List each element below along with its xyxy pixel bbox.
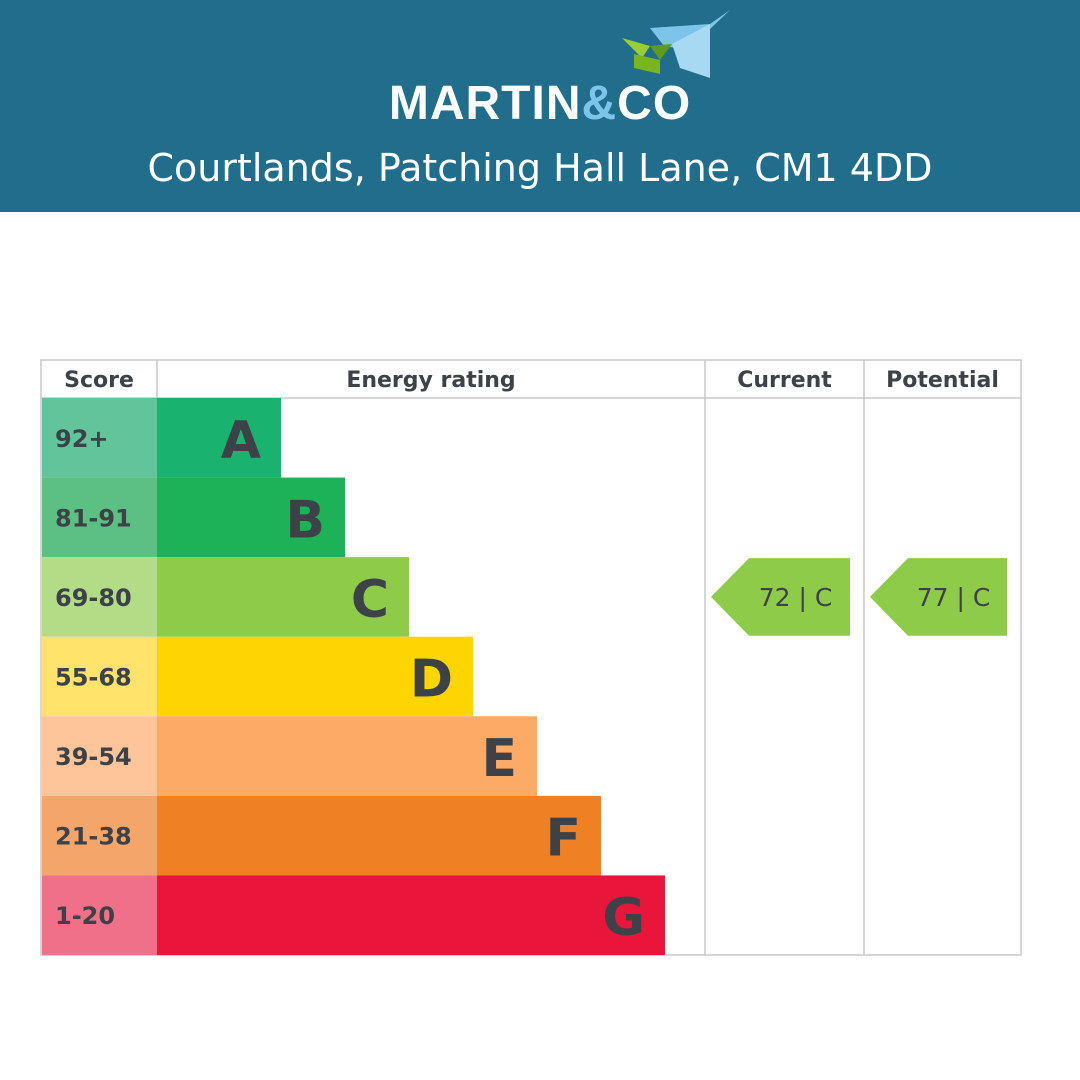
score-label-c: 69-80 (55, 584, 132, 612)
current-rating-arrow (711, 558, 850, 636)
column-header-potential: Potential (886, 368, 999, 393)
rating-letter-b: B (285, 490, 325, 550)
current-rating-label: 72 | C (759, 583, 833, 612)
column-header-score: Score (64, 368, 134, 393)
score-label-a: 92+ (55, 425, 109, 453)
rating-bar-a (157, 398, 281, 478)
rating-bar-e (157, 716, 537, 796)
column-header-current: Current (737, 368, 832, 393)
score-cell-a (42, 398, 157, 478)
rating-letter-g: G (602, 888, 645, 948)
score-label-g: 1-20 (55, 902, 115, 930)
potential-rating-arrow (870, 558, 1007, 636)
house-roof-logo-icon (622, 10, 730, 78)
rating-letter-d: D (410, 650, 453, 710)
score-cell-f (42, 795, 157, 876)
header-banner: MARTIN&CO Courtlands, Patching Hall Lane… (0, 0, 1080, 212)
rating-letter-f: F (545, 809, 581, 869)
logo-text-part2: CO (617, 77, 692, 130)
score-cell-g (42, 875, 157, 955)
score-label-d: 55-68 (55, 664, 132, 692)
rating-bar-c (157, 557, 409, 637)
rating-bar-d (157, 636, 473, 717)
score-cell-d (42, 636, 157, 717)
column-header-energy-rating: Energy rating (346, 368, 515, 393)
logo-ampersand: & (581, 77, 618, 130)
score-cell-b (42, 477, 157, 558)
logo-text-part1: MARTIN (388, 77, 582, 130)
score-cell-e (42, 716, 157, 796)
score-label-e: 39-54 (55, 743, 132, 771)
rating-letter-a: A (221, 411, 261, 471)
rating-letter-e: E (481, 729, 517, 789)
company-logo: MARTIN&CO (0, 78, 1080, 130)
rating-letter-c: C (351, 570, 389, 630)
score-label-b: 81-91 (55, 504, 132, 532)
score-cell-c (42, 557, 157, 637)
rating-bar-b (157, 477, 345, 558)
score-label-f: 21-38 (55, 823, 132, 851)
property-address: Courtlands, Patching Hall Lane, CM1 4DD (147, 146, 933, 190)
rating-bar-f (157, 795, 601, 876)
potential-rating-label: 77 | C (917, 583, 991, 612)
rating-bar-g (157, 875, 665, 955)
